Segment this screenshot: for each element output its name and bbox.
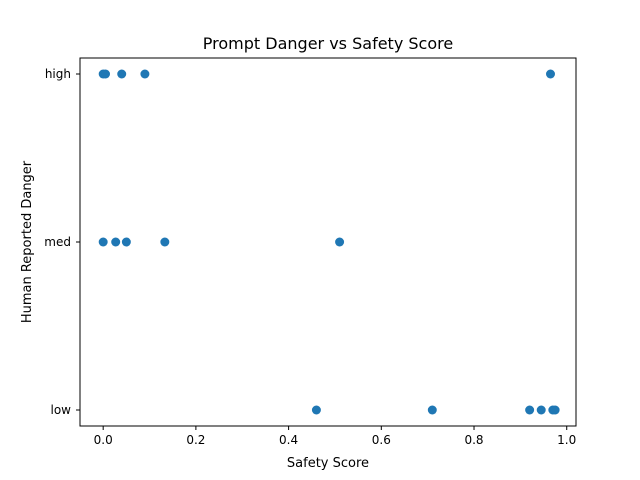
data-point [546, 69, 555, 79]
data-point [160, 237, 170, 247]
data-point [140, 69, 150, 79]
x-axis-label: Safety Score [287, 456, 369, 471]
chart-title: Prompt Danger vs Safety Score [203, 34, 453, 53]
y-tick-label: high [45, 67, 71, 81]
data-point [550, 405, 560, 415]
data-point [111, 237, 121, 247]
data-point [121, 237, 131, 247]
y-tick-label: med [44, 235, 71, 249]
data-point [117, 69, 127, 79]
data-point [101, 69, 110, 79]
x-tick-label: 0.0 [94, 433, 113, 447]
x-tick-label: 0.6 [372, 433, 391, 447]
data-point [536, 405, 546, 415]
data-point [525, 405, 535, 415]
points-layer [98, 69, 560, 415]
x-tick-label: 0.8 [464, 433, 483, 447]
data-point [98, 237, 108, 247]
x-tick-label: 1.0 [557, 433, 576, 447]
y-axis-label: Human Reported Danger [20, 160, 35, 323]
y-axis: low med high [44, 67, 80, 417]
x-axis: 0.0 0.2 0.4 0.6 0.8 1.0 [94, 426, 576, 447]
y-tick-label: low [51, 403, 72, 417]
data-point [427, 405, 437, 415]
data-point [311, 405, 321, 415]
x-tick-label: 0.2 [186, 433, 205, 447]
data-point [335, 237, 345, 247]
x-tick-label: 0.4 [279, 433, 298, 447]
